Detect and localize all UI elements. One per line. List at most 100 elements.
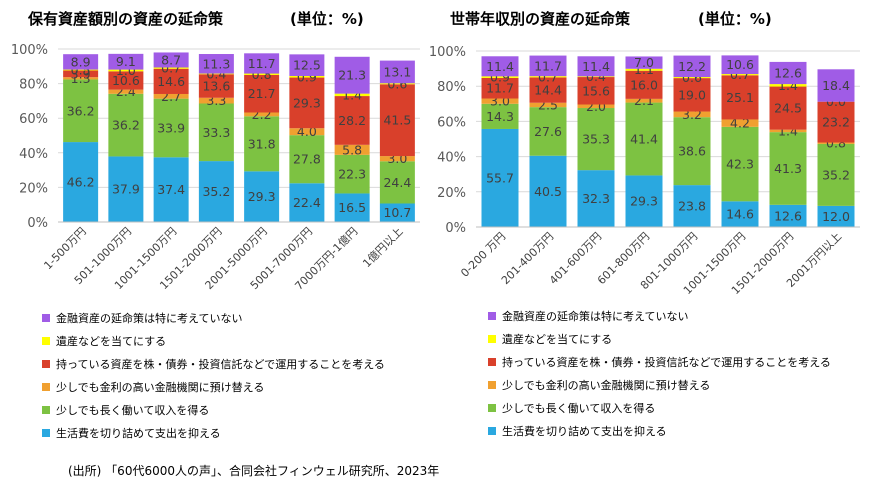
bar-segment [289, 128, 325, 136]
data-label: 55.7 [486, 170, 514, 185]
data-label: 5.8 [342, 142, 362, 157]
data-label: 7.0 [634, 55, 654, 70]
bar-segment [577, 77, 615, 105]
bar-segment [379, 83, 415, 85]
y-tick-label: 0% [27, 216, 48, 231]
data-label: 41.4 [630, 132, 658, 147]
bar-segment [625, 56, 663, 69]
data-label: 29.3 [630, 194, 658, 209]
chart-2-legend: 金融資産の延命策は特に考えていない遺産などを当てにする 持っている資産を株・債券・… [488, 304, 831, 442]
data-label: 31.8 [248, 136, 276, 151]
bar-segment [529, 107, 567, 156]
bar-segment [529, 77, 567, 103]
bar-segment [334, 144, 370, 155]
bar-segment [198, 73, 234, 75]
legend-label: 金融資産の延命策は特に考えていない [502, 309, 689, 323]
bar-segment [673, 55, 711, 78]
data-label: 11.7 [486, 81, 514, 96]
legend-label: 少しでも長く働いて収入を得る [502, 401, 656, 415]
chart-2-unit-label: (単位：%) [698, 10, 772, 28]
data-label: 14.6 [726, 207, 754, 222]
data-label: 35.2 [202, 184, 230, 199]
bar-segment [379, 84, 415, 157]
data-label: 14.4 [534, 83, 562, 98]
bar-segment [289, 183, 325, 222]
data-label: 11.4 [486, 59, 514, 74]
data-label: 38.6 [678, 144, 706, 159]
data-label: 41.3 [774, 161, 802, 176]
data-label: 22.3 [338, 167, 366, 182]
y-tick-label: 60% [19, 112, 48, 127]
bar-segment [153, 68, 189, 94]
legend-label: 少しでも金利の高い金融機関に預け替える [502, 378, 711, 392]
bar-segment [625, 98, 663, 103]
data-label: 16.0 [630, 77, 658, 92]
legend-swatch [42, 382, 50, 391]
data-label: 29.3 [248, 189, 276, 204]
legend-item: 金融資産の延命策は特に考えていない [42, 306, 385, 329]
bar-segment [721, 55, 759, 75]
bar-segment [769, 86, 807, 130]
bar-segment [577, 104, 615, 109]
legend-item: 生活費を切り詰めて支出を抑える [42, 421, 385, 444]
legend-label: 持っている資産を株・債券・投資信託などで運用することを考える [56, 357, 385, 371]
data-label: 41.5 [383, 113, 411, 128]
legend-item: 少しでも金利の高い金融機関に預け替える [488, 373, 831, 396]
bar-segment [481, 76, 519, 78]
bar-segment [334, 193, 370, 222]
data-label: 27.8 [293, 152, 321, 167]
bar-segment [577, 56, 615, 77]
data-label: 23.2 [822, 115, 850, 130]
bar-segment [481, 128, 519, 227]
bar-segment [625, 175, 663, 227]
legend-item: 少しでも金利の高い金融機関に預け替える [42, 375, 385, 398]
bar-segment [379, 156, 415, 162]
bar-segment [108, 71, 144, 90]
bar-segment [198, 161, 234, 222]
data-label: 21.7 [248, 86, 276, 101]
legend-label: 少しでも長く働いて収入を得る [56, 403, 210, 417]
bar-segment [673, 185, 711, 227]
legend-swatch [42, 313, 50, 322]
bar-segment [108, 156, 144, 222]
bar-segment [108, 93, 144, 157]
bar-segment [289, 75, 325, 78]
data-label: 24.5 [774, 101, 802, 116]
bar-segment [817, 142, 855, 144]
bar-segment [481, 77, 519, 99]
bar-segment [334, 93, 370, 97]
data-label: 10.7 [383, 205, 411, 220]
legend-swatch [488, 311, 496, 320]
bar-segment [244, 53, 280, 74]
legend-swatch [488, 334, 496, 343]
bar-segment [379, 203, 415, 222]
bar-segment [529, 55, 567, 77]
data-label: 10.6 [726, 57, 754, 72]
data-label: 29.3 [293, 95, 321, 110]
data-label: 21.3 [338, 68, 366, 83]
x-tick-label: 0-200 万円 [458, 230, 508, 280]
bar-segment [481, 98, 519, 104]
bar-segment [153, 98, 189, 158]
bar-segment [529, 76, 567, 78]
bar-segment [334, 96, 370, 145]
bar-segment [198, 74, 234, 98]
bar-segment [379, 60, 415, 84]
bar-segment [577, 76, 615, 78]
data-label: 23.8 [678, 199, 706, 214]
data-label: 14.3 [486, 109, 514, 124]
legend-item: 遺産などを当てにする [488, 327, 831, 350]
data-label: 12.5 [293, 58, 321, 73]
data-label: 33.9 [157, 120, 185, 135]
y-tick-label: 80% [19, 78, 48, 93]
bar-segment [379, 161, 415, 204]
y-tick-label: 80% [437, 80, 466, 95]
legend-item: 生活費を切り詰めて支出を抑える [488, 419, 831, 442]
bar-segment [244, 73, 280, 75]
bar-segment [769, 132, 807, 205]
data-label: 15.6 [582, 83, 610, 98]
legend-swatch [488, 403, 496, 412]
legend-item: 持っている資産を株・債券・投資信託などで運用することを考える [488, 350, 831, 373]
bar-segment [481, 56, 519, 77]
